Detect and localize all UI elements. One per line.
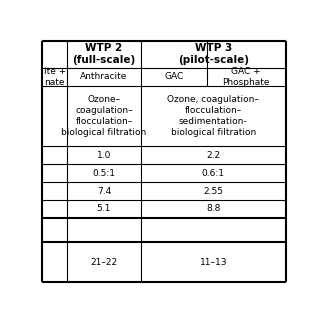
Text: 7.4: 7.4	[97, 187, 111, 196]
Text: 21–22: 21–22	[90, 258, 117, 267]
Text: 5.1: 5.1	[97, 204, 111, 213]
Text: WTP 3
(pilot-scale): WTP 3 (pilot-scale)	[178, 43, 249, 65]
Text: Ozone–
coagulation–
flocculation–
biological filtration: Ozone– coagulation– flocculation– biolog…	[61, 95, 147, 137]
Text: 0.6:1: 0.6:1	[202, 169, 225, 178]
Text: 2.55: 2.55	[203, 187, 223, 196]
Text: Ozone, coagulation–
flocculation–
sedimentation-
biological filtration: Ozone, coagulation– flocculation– sedime…	[167, 95, 259, 137]
Text: 8.8: 8.8	[206, 204, 220, 213]
Text: 2.2: 2.2	[206, 150, 220, 160]
Text: 11–13: 11–13	[199, 258, 227, 267]
Text: Anthracite: Anthracite	[80, 72, 128, 81]
Text: WTP 2
(full-scale): WTP 2 (full-scale)	[72, 43, 136, 65]
Text: 1.0: 1.0	[97, 150, 111, 160]
Text: GAC +
Phosphate: GAC + Phosphate	[222, 67, 270, 87]
Text: 0.5:1: 0.5:1	[92, 169, 116, 178]
Text: GAC: GAC	[164, 72, 183, 81]
Text: ite +
nate: ite + nate	[44, 67, 66, 87]
